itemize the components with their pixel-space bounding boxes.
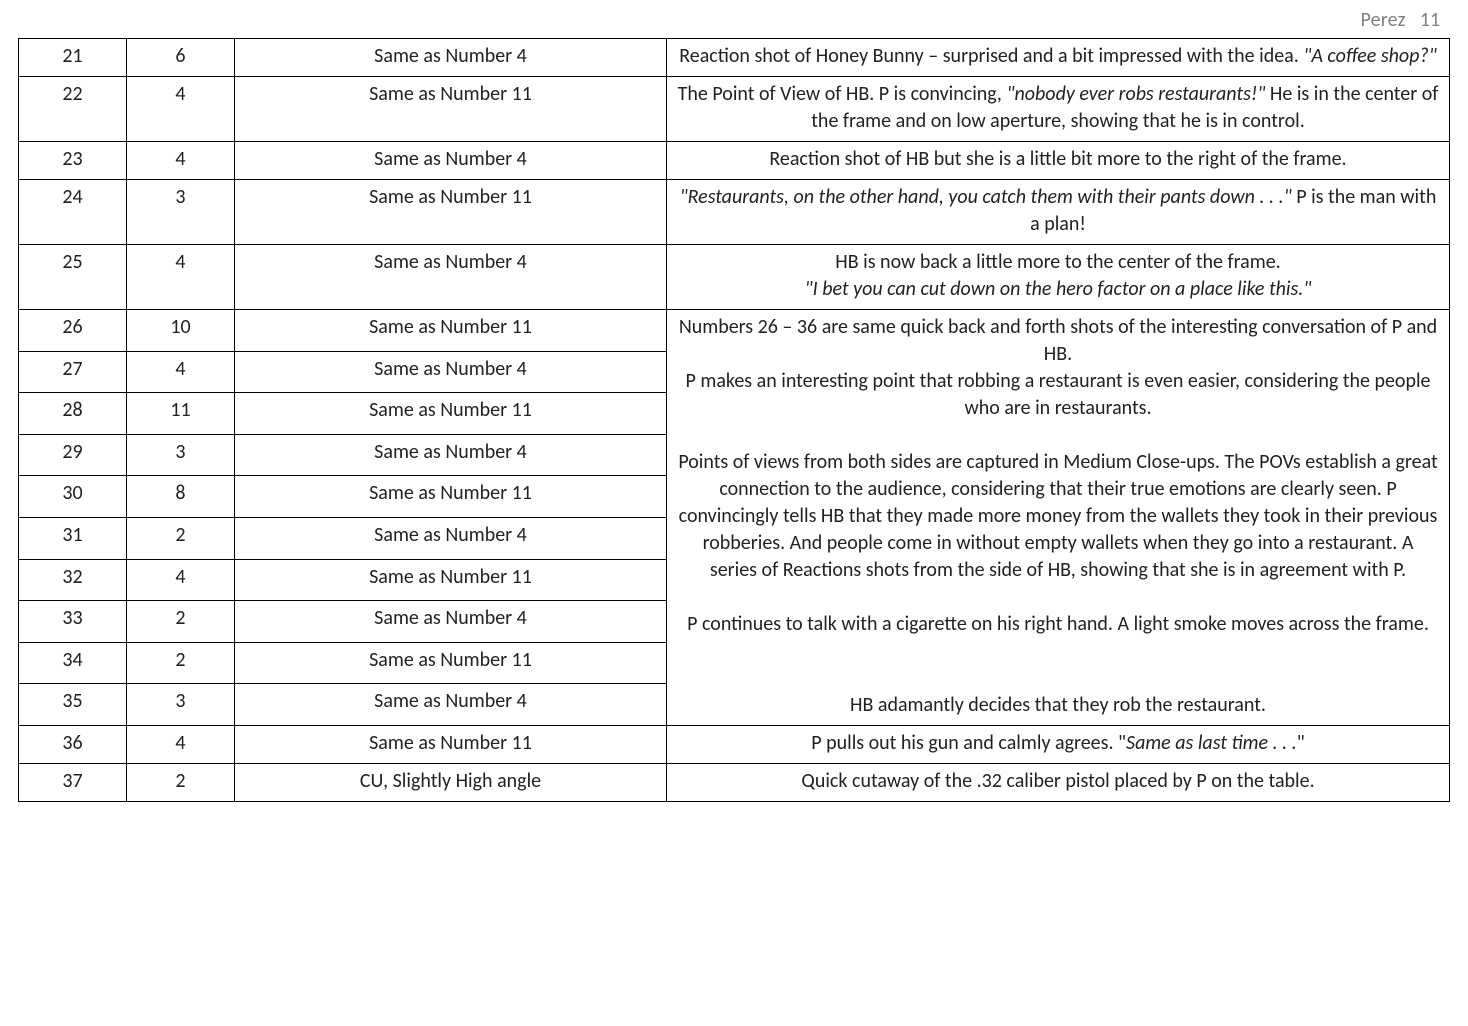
notes-text: Reaction shot of Honey Bunny – surprised… <box>679 44 1303 68</box>
notes-text: Reaction shot of HB but she is a little … <box>769 147 1346 171</box>
shot-duration-cell: 4 <box>127 142 235 180</box>
notes-italic: "Restaurants, on the other hand, you cat… <box>680 185 1292 209</box>
shot-description-cell: Same as Number 11 <box>235 180 667 245</box>
notes-text: P makes an interesting point that robbin… <box>685 369 1430 420</box>
shot-description-cell: Same as Number 4 <box>235 245 667 310</box>
shot-notes-cell: P pulls out his gun and calmly agrees. "… <box>667 726 1450 764</box>
table-row: 234Same as Number 4 Reaction shot of HB b… <box>19 142 1450 180</box>
shot-number-cell: 27 <box>19 351 127 393</box>
shot-number-cell: 37 <box>19 764 127 802</box>
shot-duration-cell: 10 <box>127 310 235 352</box>
shot-description-cell: Same as Number 4 <box>235 684 667 726</box>
notes-italic: "I bet you can cut down on the hero fact… <box>805 277 1312 301</box>
shot-number-cell: 34 <box>19 642 127 684</box>
table-row: 216Same as Number 4 Reaction shot of Hone… <box>19 39 1450 77</box>
shot-number-cell: 25 <box>19 245 127 310</box>
shot-number-cell: 30 <box>19 476 127 518</box>
shot-number-cell: 28 <box>19 393 127 435</box>
shot-duration-cell: 2 <box>127 517 235 559</box>
table-row: 364Same as Number 11P pulls out his gun … <box>19 726 1450 764</box>
notes-text: " <box>1297 731 1305 755</box>
notes-italic: Same as last time . . . <box>1126 731 1297 755</box>
table-row: 372CU, Slightly High angle Quick cutaway … <box>19 764 1450 802</box>
shot-duration-cell: 3 <box>127 434 235 476</box>
shot-number-cell: 26 <box>19 310 127 352</box>
shot-description-cell: Same as Number 4 <box>235 351 667 393</box>
shot-description-cell: Same as Number 11 <box>235 310 667 352</box>
notes-text: Quick cutaway of the .32 caliber pistol … <box>801 769 1314 793</box>
table-row: 2610Same as Number 11Numbers 26 – 36 are… <box>19 310 1450 352</box>
shot-number-cell: 24 <box>19 180 127 245</box>
notes-text: The Point of View of HB. P is convincing… <box>678 82 1007 106</box>
shot-duration-cell: 4 <box>127 726 235 764</box>
shot-list-table: 216Same as Number 4Reaction shot of Hone… <box>18 38 1450 802</box>
header-page-number: 11 <box>1420 8 1440 32</box>
shot-duration-cell: 4 <box>127 77 235 142</box>
shot-number-cell: 36 <box>19 726 127 764</box>
notes-italic: "nobody ever robs restaurants!" <box>1006 82 1265 106</box>
table-row: 224Same as Number 11 The Point of View of… <box>19 77 1450 142</box>
shot-duration-cell: 8 <box>127 476 235 518</box>
shot-duration-cell: 4 <box>127 245 235 310</box>
notes-text: P continues to talk with a cigarette on … <box>687 612 1429 636</box>
shot-notes-cell: Reaction shot of Honey Bunny – surprised… <box>667 39 1450 77</box>
shot-number-cell: 21 <box>19 39 127 77</box>
shot-duration-cell: 2 <box>127 764 235 802</box>
shot-description-cell: Same as Number 4 <box>235 142 667 180</box>
shot-description-cell: Same as Number 4 <box>235 517 667 559</box>
shot-description-cell: Same as Number 11 <box>235 726 667 764</box>
shot-description-cell: Same as Number 11 <box>235 393 667 435</box>
notes-text: Points of views from both sides are capt… <box>678 450 1437 582</box>
shot-number-cell: 31 <box>19 517 127 559</box>
document-page: Perez 11 216Same as Number 4Reaction sho… <box>0 0 1468 832</box>
header-author: Perez <box>1360 8 1405 32</box>
shot-number-cell: 22 <box>19 77 127 142</box>
shot-description-cell: Same as Number 11 <box>235 77 667 142</box>
shot-duration-cell: 4 <box>127 351 235 393</box>
shot-notes-cell: Numbers 26 – 36 are same quick back and … <box>667 310 1450 726</box>
notes-text: HB is now back a little more to the cent… <box>835 250 1280 274</box>
shot-list-body: 216Same as Number 4Reaction shot of Hone… <box>19 39 1450 802</box>
shot-description-cell: Same as Number 4 <box>235 601 667 643</box>
shot-description-cell: Same as Number 11 <box>235 642 667 684</box>
shot-notes-cell: Quick cutaway of the .32 caliber pistol … <box>667 764 1450 802</box>
shot-notes-cell: Reaction shot of HB but she is a little … <box>667 142 1450 180</box>
shot-number-cell: 23 <box>19 142 127 180</box>
notes-italic: "A coffee shop?" <box>1303 44 1436 68</box>
shot-description-cell: CU, Slightly High angle <box>235 764 667 802</box>
shot-notes-cell: The Point of View of HB. P is convincing… <box>667 77 1450 142</box>
shot-number-cell: 29 <box>19 434 127 476</box>
shot-duration-cell: 3 <box>127 180 235 245</box>
shot-number-cell: 33 <box>19 601 127 643</box>
shot-notes-cell: "Restaurants, on the other hand, you cat… <box>667 180 1450 245</box>
shot-duration-cell: 3 <box>127 684 235 726</box>
notes-text: HB adamantly decides that they rob the r… <box>850 693 1266 717</box>
shot-description-cell: Same as Number 11 <box>235 559 667 601</box>
shot-duration-cell: 4 <box>127 559 235 601</box>
shot-duration-cell: 11 <box>127 393 235 435</box>
shot-notes-cell: HB is now back a little more to the cent… <box>667 245 1450 310</box>
running-header: Perez 11 <box>18 8 1450 32</box>
shot-description-cell: Same as Number 11 <box>235 476 667 518</box>
notes-text: P pulls out his gun and calmly agrees. " <box>811 731 1126 755</box>
shot-number-cell: 32 <box>19 559 127 601</box>
shot-description-cell: Same as Number 4 <box>235 434 667 476</box>
shot-number-cell: 35 <box>19 684 127 726</box>
shot-duration-cell: 2 <box>127 642 235 684</box>
table-row: 254Same as Number 4 HB is now back a litt… <box>19 245 1450 310</box>
shot-duration-cell: 6 <box>127 39 235 77</box>
table-row: 243Same as Number 11 "Restaurants, on the… <box>19 180 1450 245</box>
shot-description-cell: Same as Number 4 <box>235 39 667 77</box>
shot-duration-cell: 2 <box>127 601 235 643</box>
notes-text: Numbers 26 – 36 are same quick back and … <box>679 315 1437 366</box>
